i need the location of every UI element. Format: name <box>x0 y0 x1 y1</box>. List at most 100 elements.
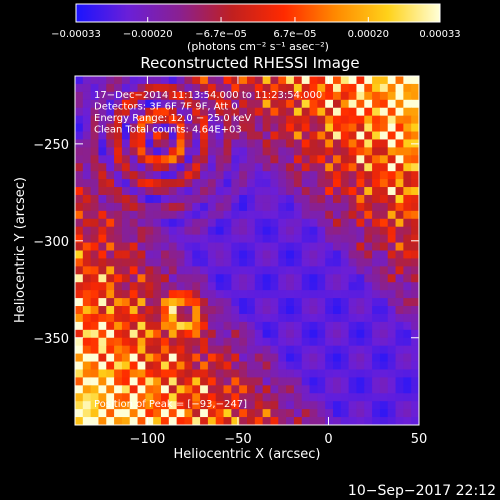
heatmap-cell <box>145 321 154 331</box>
heatmap-cell <box>348 226 358 236</box>
heatmap-cell <box>90 187 100 196</box>
heatmap-cell <box>317 274 326 283</box>
heatmap-cell <box>286 187 295 196</box>
heatmap-cell <box>207 123 217 133</box>
heatmap-cell <box>325 369 334 379</box>
heatmap-cell <box>231 202 240 212</box>
heatmap-cell <box>90 313 100 323</box>
heatmap-cell <box>90 417 100 425</box>
heatmap-cell <box>215 91 225 101</box>
heatmap-cell <box>200 274 209 283</box>
heatmap-cell <box>379 361 389 371</box>
heatmap-cell <box>348 147 358 156</box>
colorbar-tick-label: 6.7e−05 <box>273 29 316 40</box>
heatmap-cell <box>270 155 279 164</box>
heatmap-cell <box>75 321 84 331</box>
heatmap-cell <box>168 393 178 402</box>
heatmap-cell <box>309 385 318 394</box>
heatmap-cell <box>395 369 404 379</box>
heatmap-cell <box>286 194 295 204</box>
heatmap-cell <box>90 131 100 141</box>
heatmap-cell <box>278 115 287 125</box>
heatmap-cell <box>379 345 389 355</box>
heatmap-cell <box>121 163 131 172</box>
heatmap-cell <box>286 115 295 125</box>
heatmap-cell <box>411 385 419 394</box>
colorbar-tick-label: −0.00020 <box>123 29 173 40</box>
heatmap-cell <box>223 107 232 117</box>
heatmap-cell <box>262 353 272 363</box>
heatmap-cell <box>114 115 123 125</box>
heatmap-cell <box>403 83 412 93</box>
heatmap-cell <box>231 306 240 315</box>
heatmap-cell <box>129 345 139 355</box>
heatmap-cell <box>356 282 365 291</box>
heatmap-cell <box>161 298 170 307</box>
heatmap-cell <box>286 147 295 156</box>
heatmap-cell <box>82 202 92 212</box>
heatmap-cell <box>379 194 389 204</box>
heatmap-cell <box>333 155 342 164</box>
heatmap-cell <box>364 123 373 133</box>
heatmap-cell <box>411 345 419 355</box>
heatmap-cell <box>364 329 373 339</box>
heatmap-cell <box>247 226 256 236</box>
heatmap-cell <box>395 155 404 164</box>
heatmap-cell <box>293 313 303 323</box>
heatmap-cell <box>348 258 358 267</box>
heatmap-cell <box>364 115 373 125</box>
heatmap-cell <box>153 385 162 394</box>
heatmap-cell <box>270 210 279 220</box>
heatmap-cell <box>286 226 295 236</box>
heatmap-cell <box>309 313 318 323</box>
heatmap-cell <box>340 107 350 117</box>
heatmap-cell <box>106 234 115 244</box>
heatmap-cell <box>82 369 92 379</box>
heatmap-cell <box>254 401 264 410</box>
heatmap-cell <box>239 171 248 180</box>
heatmap-cell <box>215 282 225 291</box>
heatmap-cell <box>364 242 373 252</box>
heatmap-cell <box>301 91 311 101</box>
heatmap-cell <box>317 202 326 212</box>
heatmap-cell <box>114 99 123 109</box>
heatmap-cell <box>161 345 170 355</box>
heatmap-cell <box>145 123 154 133</box>
heatmap-cell <box>137 377 146 386</box>
heatmap-cell <box>262 417 272 425</box>
heatmap-cell <box>145 139 154 148</box>
heatmap-cell <box>200 337 209 347</box>
heatmap-cell <box>200 179 209 188</box>
heatmap-cell <box>176 337 186 347</box>
heatmap-cell <box>340 234 350 244</box>
heatmap-cell <box>387 377 397 386</box>
heatmap-cell <box>114 298 123 307</box>
heatmap-cell <box>372 393 381 402</box>
heatmap-cell <box>129 401 139 410</box>
heatmap-cell <box>270 250 279 260</box>
heatmap-cell <box>278 131 287 141</box>
heatmap-cell <box>270 329 279 339</box>
heatmap-cell <box>270 99 279 109</box>
heatmap-cell <box>301 361 311 371</box>
heatmap-cell <box>176 417 186 425</box>
heatmap-cell <box>153 187 162 196</box>
heatmap-cell <box>192 401 201 410</box>
heatmap-cell <box>90 329 100 339</box>
heatmap-cell <box>395 417 404 425</box>
heatmap-cell <box>98 266 107 275</box>
heatmap-cell <box>364 210 373 220</box>
heatmap-cell <box>372 202 381 212</box>
heatmap-cell <box>286 290 295 299</box>
heatmap-cell <box>153 171 162 180</box>
heatmap-cell <box>200 242 209 252</box>
heatmap-cell <box>372 401 381 410</box>
heatmap-cell <box>129 329 139 339</box>
heatmap-cell <box>309 274 318 283</box>
heatmap-cell <box>301 107 311 117</box>
heatmap-cell <box>114 345 123 355</box>
heatmap-cell <box>161 313 170 323</box>
heatmap-cell <box>340 385 350 394</box>
heatmap-cell <box>317 369 326 379</box>
